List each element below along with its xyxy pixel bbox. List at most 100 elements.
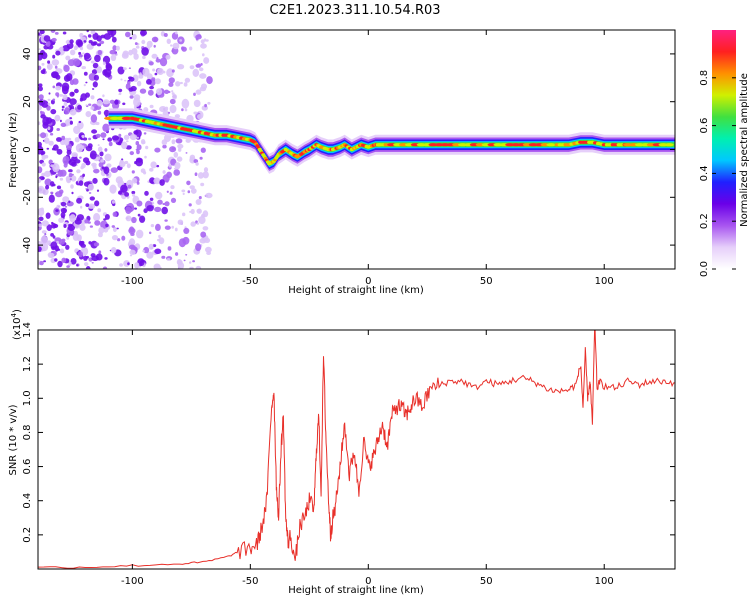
noise-speckle bbox=[79, 224, 86, 231]
spectrogram-panel: -100 -50 0 50 100 -40 -20 0 20 40 Height of stra… bbox=[8, 29, 676, 296]
noise-speckle bbox=[149, 85, 155, 90]
noise-speckle bbox=[120, 184, 128, 193]
noise-speckle bbox=[89, 196, 96, 201]
noise-speckle bbox=[69, 178, 72, 181]
noise-speckle bbox=[131, 33, 137, 40]
noise-speckle bbox=[61, 82, 70, 92]
noise-speckle bbox=[93, 74, 99, 81]
y-tick-label: 0.8 bbox=[22, 424, 33, 440]
noise-speckle bbox=[203, 167, 209, 173]
noise-speckle bbox=[123, 260, 130, 267]
noise-speckle bbox=[169, 98, 176, 105]
x-tick-label: 0 bbox=[365, 576, 371, 587]
noise-speckle bbox=[182, 212, 186, 217]
noise-speckle bbox=[83, 157, 90, 164]
noise-speckle bbox=[176, 156, 183, 162]
noise-speckle bbox=[98, 250, 102, 254]
noise-speckle bbox=[170, 158, 177, 166]
noise-speckle bbox=[194, 172, 198, 176]
noise-speckle bbox=[146, 40, 153, 48]
noise-speckle bbox=[68, 261, 72, 266]
noise-speckle bbox=[128, 87, 134, 92]
noise-speckle bbox=[88, 40, 93, 44]
noise-speckle bbox=[171, 139, 176, 145]
noise-speckle bbox=[136, 229, 144, 239]
noise-speckle bbox=[88, 137, 92, 141]
noise-speckle bbox=[202, 226, 209, 231]
noise-speckle bbox=[170, 44, 173, 47]
noise-speckle bbox=[173, 151, 179, 158]
noise-speckle bbox=[42, 188, 49, 196]
noise-speckle bbox=[122, 50, 129, 57]
noise-speckle bbox=[164, 201, 170, 207]
noise-speckle bbox=[38, 104, 42, 111]
noise-speckle bbox=[97, 144, 100, 147]
noise-speckle bbox=[78, 54, 83, 58]
noise-speckle bbox=[125, 215, 132, 222]
noise-speckle bbox=[190, 188, 197, 194]
noise-speckle bbox=[167, 111, 171, 114]
noise-speckle bbox=[78, 120, 82, 124]
noise-speckle bbox=[85, 104, 88, 106]
noise-speckle bbox=[144, 190, 149, 196]
noise-speckle bbox=[108, 141, 113, 147]
noise-speckle bbox=[206, 76, 213, 85]
noise-speckle bbox=[59, 94, 64, 97]
noise-speckle bbox=[59, 177, 64, 181]
noise-speckle bbox=[55, 175, 58, 179]
y-tick-label: 1.2 bbox=[22, 356, 33, 372]
noise-speckle bbox=[48, 92, 51, 95]
noise-speckle bbox=[137, 213, 141, 217]
noise-speckle bbox=[97, 49, 103, 56]
noise-speckle bbox=[79, 156, 82, 159]
ridge-cyan bbox=[108, 114, 675, 168]
noise-speckle bbox=[69, 108, 77, 116]
noise-speckle bbox=[75, 39, 83, 46]
noise-speckle bbox=[66, 177, 72, 184]
noise-speckle bbox=[50, 132, 54, 136]
noise-speckle bbox=[38, 86, 43, 92]
noise-speckle bbox=[88, 241, 92, 245]
noise-speckle bbox=[38, 246, 42, 252]
noise-speckle bbox=[164, 219, 168, 222]
noise-speckle bbox=[104, 153, 112, 162]
noise-speckle bbox=[147, 89, 154, 96]
noise-speckle bbox=[202, 171, 209, 179]
noise-speckle bbox=[69, 214, 76, 223]
noise-speckle bbox=[161, 255, 166, 259]
noise-speckle bbox=[66, 236, 70, 240]
noise-speckle bbox=[72, 78, 79, 85]
noise-speckle bbox=[48, 140, 54, 146]
noise-speckle bbox=[201, 213, 205, 217]
noise-speckle bbox=[38, 141, 42, 148]
noise-speckle bbox=[84, 262, 89, 267]
noise-speckle bbox=[164, 225, 171, 230]
noise-speckle bbox=[54, 32, 59, 35]
noise-speckle bbox=[60, 201, 67, 207]
noise-speckle bbox=[102, 123, 110, 132]
y-tick-label: 0.4 bbox=[22, 493, 33, 509]
x-tick-label: 50 bbox=[480, 576, 493, 587]
noise-speckle bbox=[165, 54, 171, 60]
noise-speckle bbox=[175, 138, 183, 144]
noise-speckles bbox=[38, 30, 213, 269]
noise-speckle bbox=[38, 121, 41, 126]
noise-speckle bbox=[159, 106, 167, 113]
noise-speckle bbox=[41, 230, 47, 234]
noise-speckle bbox=[109, 49, 116, 55]
noise-speckle bbox=[62, 45, 70, 52]
snr-x-ticks: -100 -50 0 50 100 bbox=[121, 330, 614, 587]
noise-speckle bbox=[131, 216, 137, 224]
noise-speckle bbox=[50, 181, 55, 187]
noise-speckle bbox=[56, 148, 63, 155]
noise-speckle bbox=[51, 147, 56, 151]
noise-speckle bbox=[193, 92, 196, 97]
noise-speckle bbox=[47, 126, 51, 130]
noise-speckle bbox=[138, 73, 144, 79]
noise-speckle bbox=[110, 34, 114, 38]
noise-speckle bbox=[83, 255, 88, 261]
noise-speckle bbox=[92, 81, 98, 88]
noise-speckle bbox=[149, 231, 152, 235]
noise-speckle bbox=[174, 162, 181, 170]
snr-multiplier-close: ) bbox=[12, 309, 23, 313]
